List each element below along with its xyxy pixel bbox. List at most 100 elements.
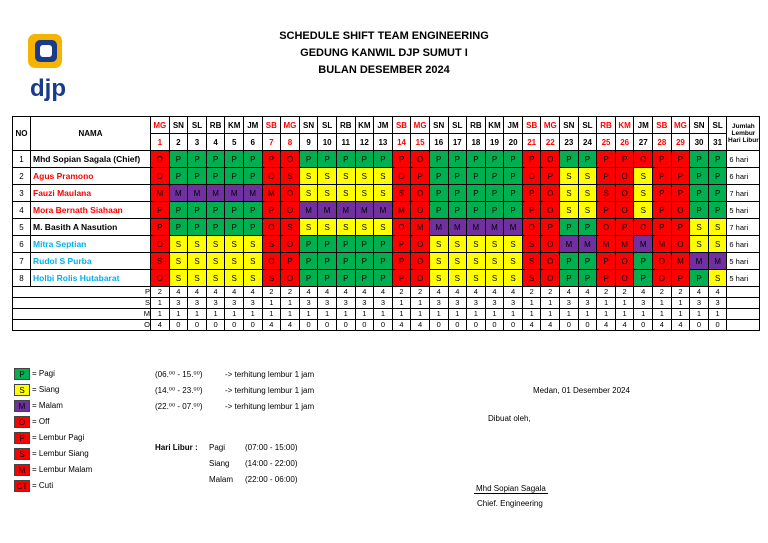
shift-time: (22.⁰⁰ - 07.⁰⁰) -> terhitung lembur 1 jam — [155, 402, 314, 418]
summary-count: 0 — [484, 319, 505, 331]
summary-count: 1 — [596, 297, 616, 309]
shift-cell: O — [280, 235, 300, 253]
shift-cell: P — [224, 201, 244, 219]
shift-cell: S — [521, 235, 542, 253]
shift-cell: P — [354, 269, 375, 287]
shift-cell: P — [205, 150, 226, 168]
shift-cell: P — [652, 167, 672, 185]
staff-name: M. Basith A Nasution — [30, 218, 151, 236]
summary-count: 2 — [670, 286, 691, 298]
shift-cell: S — [707, 269, 728, 287]
day-name: SL — [707, 116, 728, 134]
day-name: SB — [521, 116, 542, 134]
staff-row: 6 Mitra Septian O S S S S S S O P P P P P P O S S S S S S O M M M M… — [12, 235, 761, 253]
shift-cell: M — [503, 218, 523, 236]
legend-item: M = Malam — [14, 400, 92, 416]
shift-cell: O — [614, 184, 635, 202]
shift-cell: O — [670, 235, 691, 253]
holiday-shift: Siang — [209, 459, 230, 468]
shift-cell: M — [187, 184, 207, 202]
shift-cell: P — [391, 269, 412, 287]
shift-cell: O — [521, 167, 542, 185]
summary-count: 1 — [596, 308, 616, 320]
shift-cell: O — [633, 218, 654, 236]
shift-cell: S — [447, 235, 468, 253]
holiday-item: Malam (22:00 - 06:00) — [155, 475, 297, 491]
summary-count: 0 — [447, 319, 468, 331]
day-name: SL — [317, 116, 337, 134]
shift-cell: P — [373, 235, 393, 253]
shift-cell: P — [373, 252, 393, 270]
day-name: KM — [614, 116, 635, 134]
day-number: 3 — [187, 133, 207, 151]
shift-cell: S — [242, 235, 263, 253]
summary-count: 1 — [168, 308, 189, 320]
shift-cell: P — [670, 167, 691, 185]
shift-cell: O — [614, 269, 635, 287]
title-line: BULAN DESEMBER 2024 — [318, 64, 450, 76]
row-no: 1 — [12, 150, 31, 168]
legend-swatch: P — [14, 432, 30, 444]
summary-count: 2 — [261, 286, 282, 298]
summary-blank — [726, 319, 761, 331]
shift-cell: P — [205, 167, 226, 185]
shift-cell: P — [503, 201, 523, 219]
legend-item: S = Lembur Siang — [14, 448, 92, 464]
shift-cell: O — [410, 252, 430, 270]
holiday-times: Hari Libur : Pagi (07:00 - 15:00) Siang (14:… — [155, 443, 297, 491]
summary-count: 1 — [447, 308, 468, 320]
summary-count: 3 — [168, 297, 189, 309]
legend-swatch: S — [14, 384, 30, 396]
shift-cell: P — [150, 218, 170, 236]
shift-cell: P — [298, 252, 319, 270]
staff-row: 1 Mhd Sopian Sagala (Chief) O P P P P P P O P P P P P P… — [12, 150, 761, 168]
legend-label: = Siang — [32, 385, 60, 395]
shift-cell: S — [298, 167, 319, 185]
shift-cell: P — [205, 201, 226, 219]
shift-cell: O — [410, 235, 430, 253]
shift-cell: S — [689, 218, 709, 236]
shift-cell: P — [205, 218, 226, 236]
shift-cell: P — [577, 252, 598, 270]
shift-cell: P — [596, 201, 616, 219]
shift-cell: P — [354, 150, 375, 168]
day-number: 19 — [484, 133, 505, 151]
holiday-item: Siang (14:00 - 22:00) — [155, 459, 297, 475]
day-name: RB — [596, 116, 616, 134]
holiday-shift: Pagi — [209, 443, 226, 452]
row-no: 8 — [12, 269, 31, 287]
summary-count: 1 — [280, 308, 300, 320]
shift-cell: P — [484, 167, 505, 185]
shift-cell: P — [391, 235, 412, 253]
day-number: 6 — [242, 133, 263, 151]
summary-count: 1 — [354, 308, 375, 320]
shift-cell: M — [484, 218, 505, 236]
shift-cell: O — [540, 235, 561, 253]
holiday-label: Hari Libur : — [155, 443, 198, 452]
shift-cell: S — [447, 269, 468, 287]
shift-cell: M — [614, 235, 635, 253]
summary-count: 0 — [559, 319, 579, 331]
signer-name: Mhd Sopian Sagala — [474, 484, 548, 494]
summary-count: 3 — [205, 297, 226, 309]
summary-count: 1 — [633, 308, 654, 320]
shift-cell: P — [596, 252, 616, 270]
shift-cell: P — [633, 269, 654, 287]
summary-count: 3 — [335, 297, 356, 309]
shift-cell: P — [484, 150, 505, 168]
shift-cell: P — [298, 269, 319, 287]
shift-cell: S — [168, 252, 189, 270]
staff-row: 5 M. Basith A Nasution P P P P P P O S S S S S S O M M M M M… — [12, 218, 761, 236]
shift-cell: S — [317, 167, 337, 185]
shift-cell: P — [354, 252, 375, 270]
shift-cell: M — [652, 235, 672, 253]
summary-count: 3 — [354, 297, 375, 309]
summary-count: 1 — [689, 308, 709, 320]
shift-cell: P — [614, 150, 635, 168]
shift-cell: P — [410, 167, 430, 185]
schedule-table: NO NAMA MG SN SL RB KM JM SB MG SN SL RB KM JM SB MG SN SL… — [12, 116, 761, 331]
summary-count: 4 — [466, 286, 486, 298]
summary-count: 3 — [224, 297, 244, 309]
summary-count: 4 — [410, 319, 430, 331]
staff-name: Agus Pramono — [30, 167, 151, 185]
